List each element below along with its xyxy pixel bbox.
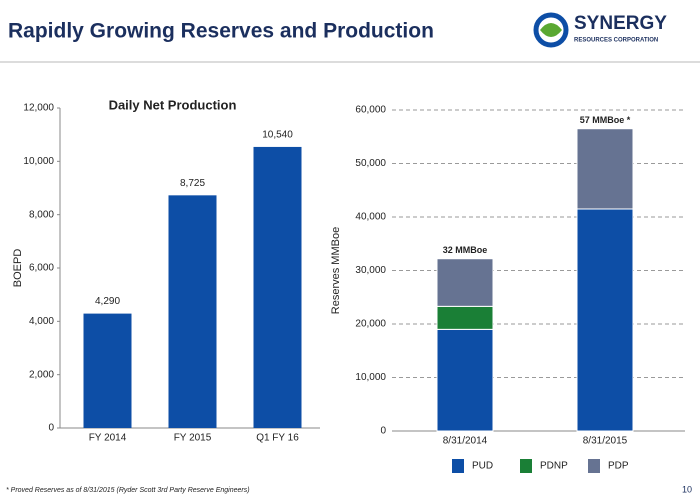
logo: SYNERGY RESOURCES CORPORATION (533, 12, 667, 48)
bar-segment (436, 305, 494, 330)
bar (253, 146, 302, 428)
legend-label: PDNP (540, 461, 568, 472)
footnote: * Proved Reserves as of 8/31/2015 (Ryder… (6, 487, 250, 494)
bar (168, 195, 217, 428)
slide-title: Rapidly Growing Reserves and Production (8, 20, 434, 43)
legend-swatch (520, 459, 532, 473)
legend-label: PUD (472, 461, 493, 472)
y-tick-label: 20,000 (355, 319, 386, 330)
total-label: 32 MMBoe (443, 245, 488, 255)
bar-segment (576, 128, 634, 210)
y-tick-label: 8,000 (29, 209, 54, 220)
chart-title: Daily Net Production (109, 97, 237, 112)
y-tick-label: 12,000 (23, 103, 54, 114)
legend-swatch (452, 459, 464, 473)
x-tick-label: FY 2015 (174, 433, 212, 444)
legend-label: PDP (608, 461, 629, 472)
y-tick-label: 10,000 (23, 156, 54, 167)
y-tick-label: 6,000 (29, 263, 54, 274)
y-tick-label: 0 (380, 426, 386, 437)
y-tick-label: 40,000 (355, 212, 386, 223)
y-tick-label: 10,000 (355, 372, 386, 383)
y-tick-label: 60,000 (355, 105, 386, 116)
page-number: 10 (682, 484, 692, 494)
value-label: 4,290 (95, 296, 120, 307)
y-axis-label: Reserves MMBoe (330, 227, 342, 314)
y-tick-label: 0 (48, 423, 54, 434)
value-label: 10,540 (262, 130, 293, 141)
y-tick-label: 4,000 (29, 316, 54, 327)
y-tick-label: 2,000 (29, 369, 54, 380)
logo-ring (533, 12, 569, 48)
value-label: 8,725 (180, 178, 205, 189)
x-tick-label: FY 2014 (89, 433, 127, 444)
bar (83, 313, 132, 428)
y-tick-label: 30,000 (355, 265, 386, 276)
y-axis-label: BOEPD (12, 249, 24, 288)
x-tick-label: 8/31/2015 (583, 436, 628, 447)
bar-segment (436, 258, 494, 307)
bar-segment (576, 208, 634, 432)
logo-name: SYNERGY (574, 13, 667, 34)
x-tick-label: Q1 FY 16 (256, 433, 299, 444)
logo-subtitle: RESOURCES CORPORATION (574, 38, 658, 44)
y-tick-label: 50,000 (355, 158, 386, 169)
x-tick-label: 8/31/2014 (443, 436, 488, 447)
total-label: 57 MMBoe * (580, 115, 631, 125)
logo-swirl (540, 23, 562, 37)
legend-swatch (588, 459, 600, 473)
bar-segment (436, 328, 494, 432)
